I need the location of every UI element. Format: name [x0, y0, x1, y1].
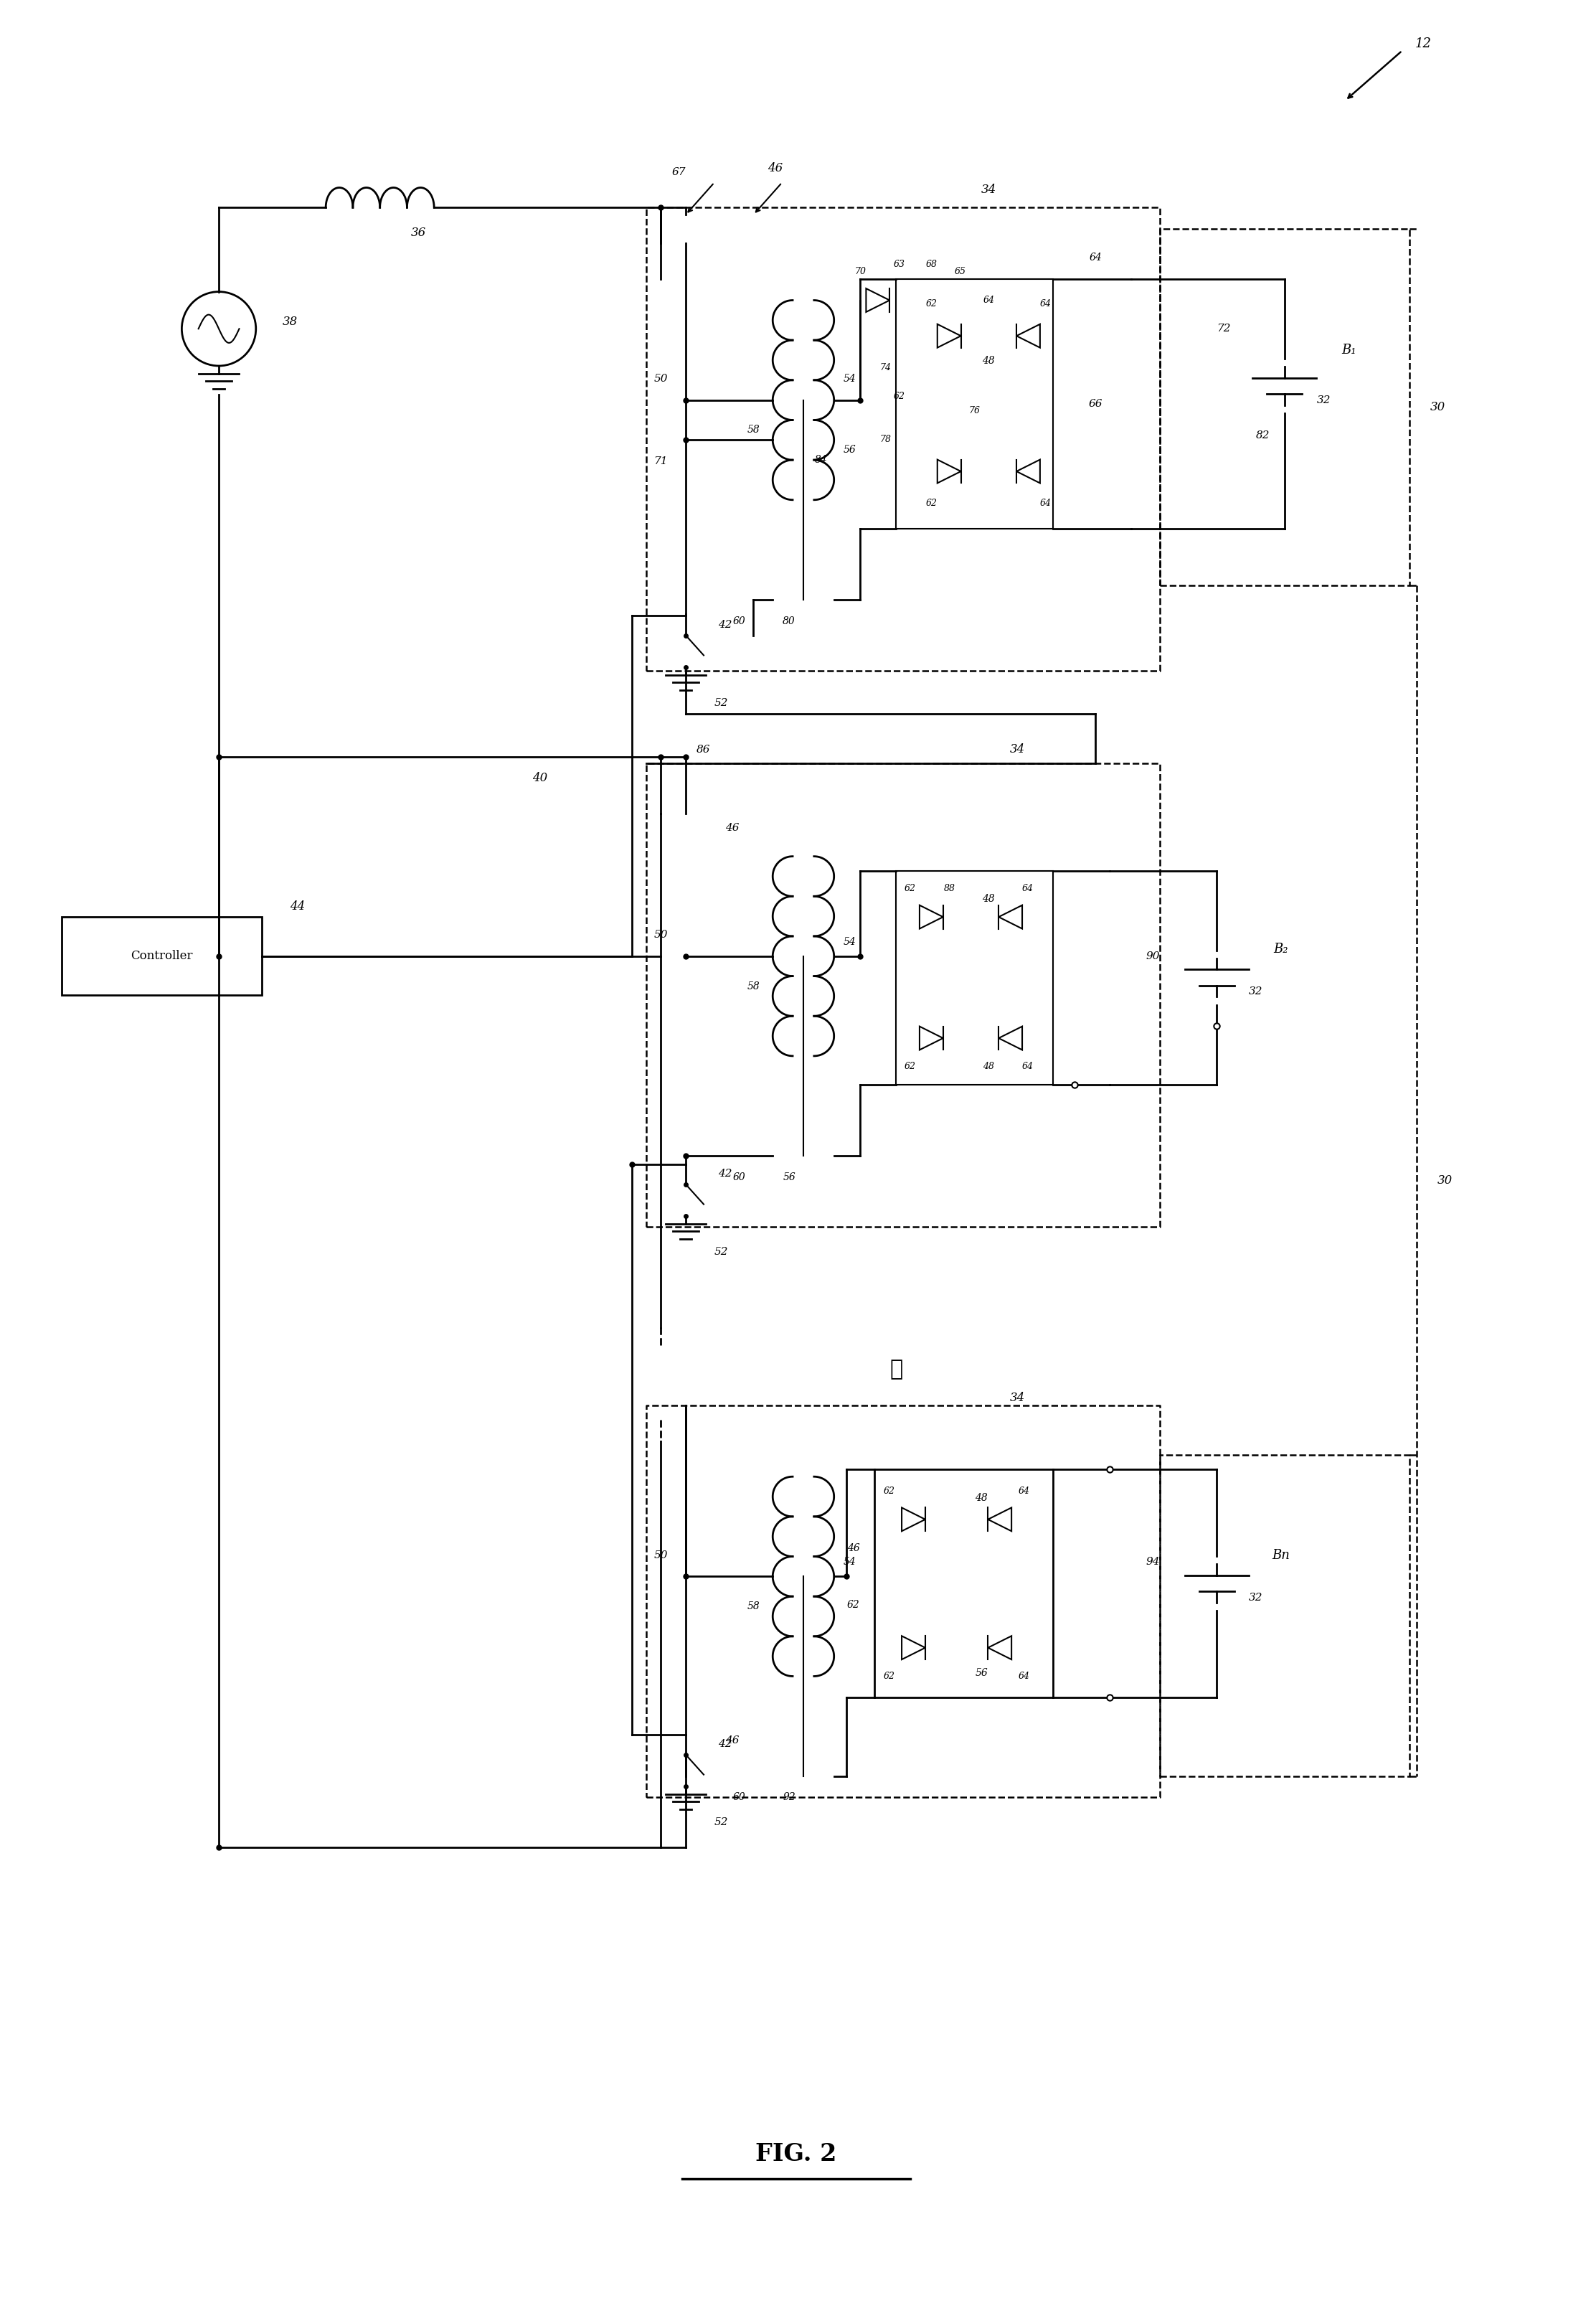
Text: 62: 62: [905, 1062, 916, 1071]
Text: 52: 52: [715, 698, 728, 707]
Text: 50: 50: [654, 373, 667, 385]
Text: 58: 58: [747, 981, 760, 992]
Text: 64: 64: [1088, 253, 1101, 262]
Text: 30: 30: [1430, 401, 1446, 413]
Text: 50: 50: [654, 1551, 667, 1560]
Text: 78: 78: [879, 433, 891, 445]
Text: 64: 64: [1041, 299, 1052, 308]
Text: 56: 56: [843, 445, 855, 454]
Text: 94: 94: [1146, 1558, 1160, 1567]
Bar: [62, 918, 262, 994]
Text: 60: 60: [733, 1792, 745, 1803]
Text: FIG. 2: FIG. 2: [755, 2142, 836, 2165]
Text: 70: 70: [854, 267, 867, 276]
Text: 64: 64: [1018, 1671, 1029, 1681]
Text: 80: 80: [782, 617, 795, 626]
Text: 34: 34: [1010, 1393, 1025, 1405]
Text: 86: 86: [696, 744, 710, 753]
Text: 90: 90: [1146, 950, 1160, 962]
Text: 54: 54: [843, 373, 855, 385]
Text: 60: 60: [733, 617, 745, 626]
Text: 42: 42: [718, 1738, 733, 1750]
Text: 66: 66: [1088, 399, 1103, 408]
Text: 62: 62: [883, 1486, 895, 1495]
Text: 48: 48: [982, 357, 994, 366]
Text: 48: 48: [982, 895, 994, 904]
Text: 56: 56: [782, 1173, 795, 1182]
Text: 46: 46: [725, 1736, 739, 1745]
Text: 64: 64: [1018, 1486, 1029, 1495]
Text: 60: 60: [733, 1173, 745, 1182]
Text: 34: 34: [1010, 744, 1025, 756]
Text: 64: 64: [1021, 883, 1034, 892]
Text: 58: 58: [747, 1602, 760, 1611]
Text: 65: 65: [954, 267, 966, 276]
Text: 44: 44: [289, 899, 305, 913]
Text: 54: 54: [843, 1558, 855, 1567]
Text: 62: 62: [926, 498, 937, 508]
Text: 84: 84: [816, 454, 828, 466]
Text: B₁: B₁: [1341, 343, 1357, 357]
Text: Bn: Bn: [1272, 1548, 1290, 1562]
Text: 74: 74: [879, 364, 891, 373]
Text: 50: 50: [654, 930, 667, 939]
Text: 46: 46: [768, 162, 782, 174]
Text: 67: 67: [672, 167, 686, 176]
Text: 88: 88: [943, 883, 956, 892]
Text: 54: 54: [843, 936, 855, 948]
Text: 92: 92: [782, 1792, 795, 1803]
Text: 32: 32: [1317, 394, 1331, 406]
Text: 62: 62: [894, 392, 905, 401]
Text: 32: 32: [1250, 987, 1262, 997]
Text: 42: 42: [718, 619, 733, 630]
Text: 64: 64: [983, 297, 994, 306]
Text: 82: 82: [1256, 431, 1270, 440]
Text: 36: 36: [410, 227, 426, 239]
Text: 48: 48: [983, 1062, 994, 1071]
Text: 71: 71: [654, 457, 667, 466]
Text: 64: 64: [1041, 498, 1052, 508]
Text: 48: 48: [975, 1493, 988, 1502]
Bar: [895, 278, 1053, 529]
Text: 68: 68: [926, 260, 937, 269]
Text: 40: 40: [531, 772, 547, 783]
Text: 62: 62: [883, 1671, 895, 1681]
Text: 38: 38: [282, 315, 298, 327]
Text: 76: 76: [969, 406, 980, 415]
Text: 52: 52: [715, 1817, 728, 1827]
Text: 62: 62: [847, 1599, 860, 1611]
Text: 72: 72: [1216, 325, 1231, 334]
Bar: [895, 872, 1053, 1085]
Text: 12: 12: [1416, 37, 1432, 51]
Bar: [875, 1470, 1053, 1697]
Text: 42: 42: [718, 1168, 733, 1178]
Text: B₂: B₂: [1274, 943, 1288, 955]
Text: 46: 46: [725, 823, 739, 832]
Text: 63: 63: [894, 260, 905, 269]
Text: 62: 62: [905, 883, 916, 892]
Text: 58: 58: [747, 424, 760, 436]
Text: 52: 52: [715, 1247, 728, 1256]
Text: 64: 64: [1021, 1062, 1034, 1071]
Text: 32: 32: [1250, 1592, 1262, 1602]
Text: 56: 56: [975, 1667, 988, 1678]
Text: 62: 62: [926, 299, 937, 308]
Text: 30: 30: [1438, 1175, 1452, 1187]
Text: 34: 34: [982, 183, 996, 195]
Text: 46: 46: [847, 1544, 860, 1553]
Text: ⋮: ⋮: [889, 1358, 903, 1382]
Text: Controller: Controller: [131, 950, 193, 962]
